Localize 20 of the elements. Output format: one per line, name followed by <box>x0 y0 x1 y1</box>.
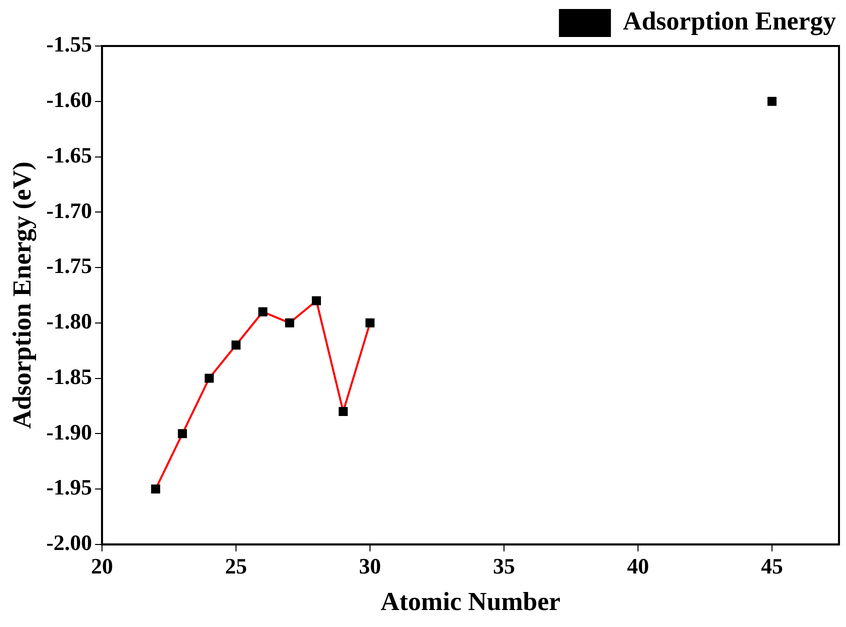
y-axis-title: Adsorption Energy (eV) <box>7 162 36 429</box>
point <box>767 96 777 106</box>
y-tick-label: -1.55 <box>46 32 92 57</box>
y-tick-label: -1.95 <box>46 474 92 500</box>
x-tick-label: 25 <box>225 553 248 578</box>
y-tick-label: -1.85 <box>46 364 92 389</box>
x-tick-label: 30 <box>359 553 382 578</box>
y-tick-label: -2.00 <box>46 530 92 556</box>
legend-label: Adsorption Energy <box>622 6 836 36</box>
x-tick-label: 20 <box>91 553 114 578</box>
x-tick-label: 35 <box>493 553 516 578</box>
y-tick-label: -1.65 <box>46 142 92 168</box>
x-axis-title: Atomic Number <box>380 587 560 616</box>
y-tick-label: -1.70 <box>46 198 92 223</box>
y-tick-label: -1.75 <box>46 253 92 278</box>
x-tick-label: 40 <box>627 553 650 578</box>
y-tick-label: -1.80 <box>46 308 92 334</box>
y-tick-label: -1.60 <box>46 87 92 112</box>
y-tick-label: -1.90 <box>46 419 92 444</box>
x-tick-label: 45 <box>761 553 783 578</box>
